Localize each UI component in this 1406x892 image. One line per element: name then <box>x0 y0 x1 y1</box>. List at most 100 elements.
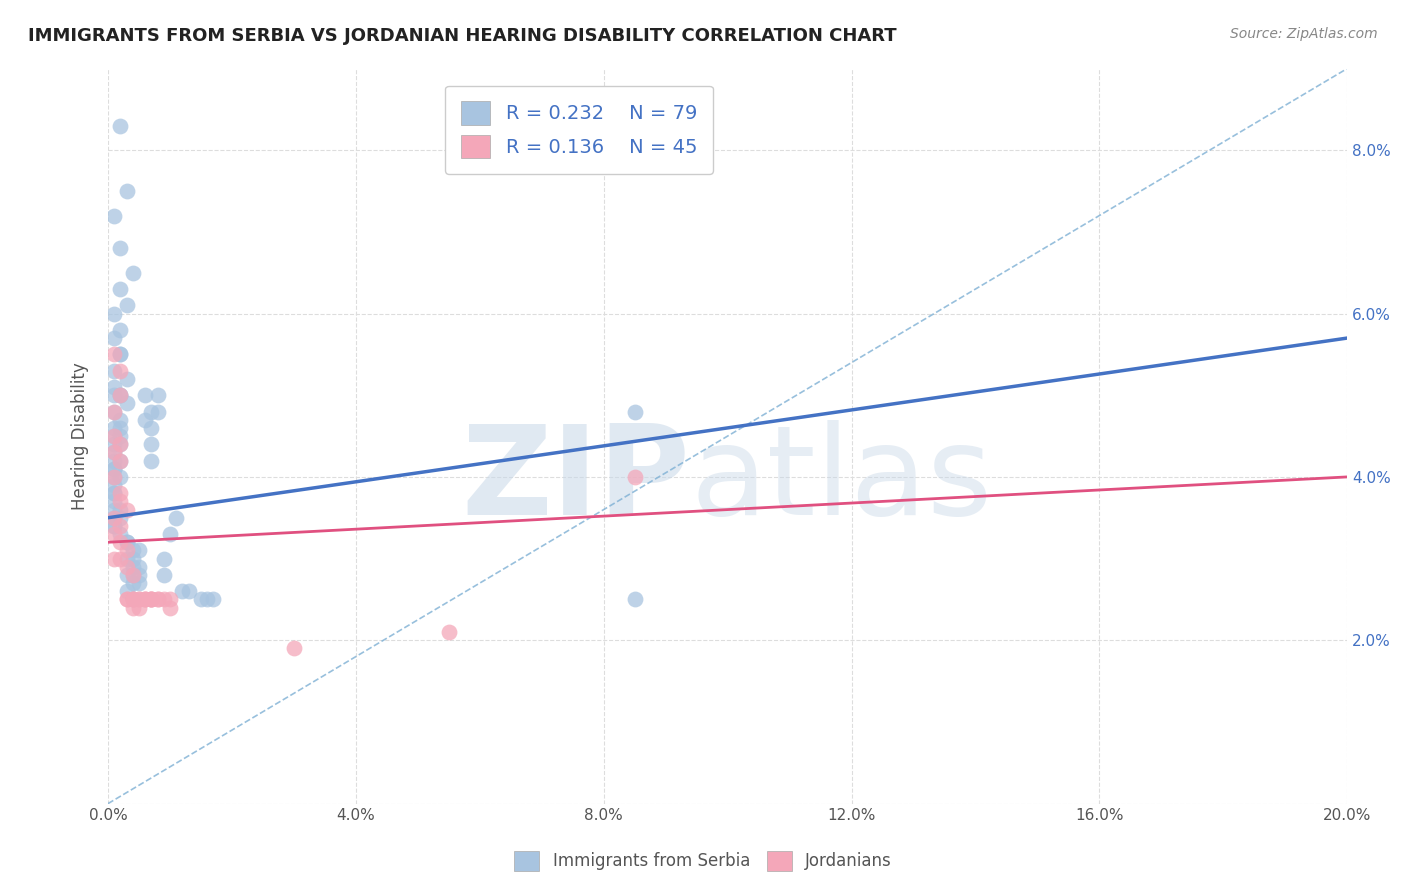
Point <box>115 298 138 312</box>
Point <box>115 372 138 386</box>
Point <box>128 568 150 582</box>
Point <box>103 478 125 492</box>
Text: ZIP: ZIP <box>461 419 690 541</box>
Point <box>103 527 125 541</box>
Point <box>146 592 169 607</box>
Point <box>103 429 125 443</box>
Point <box>110 494 132 508</box>
Point <box>103 445 125 459</box>
Point <box>110 241 132 255</box>
Point <box>172 584 194 599</box>
Point <box>177 584 200 599</box>
Point <box>103 453 125 467</box>
Point <box>623 404 645 418</box>
Point <box>103 388 125 402</box>
Point <box>110 453 132 467</box>
Point <box>103 461 125 475</box>
Point <box>623 470 645 484</box>
Point <box>115 184 138 198</box>
Point <box>110 347 132 361</box>
Point <box>134 592 156 607</box>
Point <box>202 592 225 607</box>
Point <box>121 568 143 582</box>
Point <box>110 470 132 484</box>
Point <box>134 592 156 607</box>
Point <box>103 510 125 524</box>
Point <box>159 592 181 607</box>
Point <box>115 559 138 574</box>
Point <box>110 535 132 549</box>
Point <box>128 600 150 615</box>
Point <box>141 404 163 418</box>
Point <box>159 527 181 541</box>
Point <box>134 388 156 402</box>
Point <box>141 421 163 435</box>
Point <box>128 559 150 574</box>
Point <box>110 437 132 451</box>
Legend: R = 0.232    N = 79, R = 0.136    N = 45: R = 0.232 N = 79, R = 0.136 N = 45 <box>446 86 713 174</box>
Point <box>115 396 138 410</box>
Point <box>141 592 163 607</box>
Point <box>115 568 138 582</box>
Point <box>110 527 132 541</box>
Point <box>110 510 132 524</box>
Point <box>121 576 143 591</box>
Point <box>141 437 163 451</box>
Point <box>115 584 138 599</box>
Point <box>128 576 150 591</box>
Point <box>134 413 156 427</box>
Point <box>141 453 163 467</box>
Point <box>115 592 138 607</box>
Point <box>141 592 163 607</box>
Point <box>103 404 125 418</box>
Point <box>110 388 132 402</box>
Point <box>195 592 218 607</box>
Point <box>103 502 125 516</box>
Point <box>121 600 143 615</box>
Point <box>103 470 125 484</box>
Point <box>103 461 125 475</box>
Point <box>103 519 125 533</box>
Point <box>152 551 174 566</box>
Point <box>103 347 125 361</box>
Point <box>115 592 138 607</box>
Point <box>128 543 150 558</box>
Point <box>110 119 132 133</box>
Text: atlas: atlas <box>690 419 993 541</box>
Point <box>103 429 125 443</box>
Point <box>115 535 138 549</box>
Point <box>146 388 169 402</box>
Point <box>121 551 143 566</box>
Y-axis label: Hearing Disability: Hearing Disability <box>72 362 89 510</box>
Legend: Immigrants from Serbia, Jordanians: Immigrants from Serbia, Jordanians <box>506 842 900 880</box>
Point <box>103 486 125 500</box>
Point <box>110 413 132 427</box>
Point <box>623 592 645 607</box>
Point <box>110 502 132 516</box>
Point <box>115 543 138 558</box>
Point <box>121 592 143 607</box>
Point <box>165 510 187 524</box>
Point <box>141 592 163 607</box>
Point <box>121 592 143 607</box>
Point <box>103 331 125 345</box>
Point <box>110 364 132 378</box>
Point <box>121 543 143 558</box>
Point <box>110 437 132 451</box>
Text: IMMIGRANTS FROM SERBIA VS JORDANIAN HEARING DISABILITY CORRELATION CHART: IMMIGRANTS FROM SERBIA VS JORDANIAN HEAR… <box>28 27 897 45</box>
Point <box>103 421 125 435</box>
Point <box>103 551 125 566</box>
Point <box>110 551 132 566</box>
Point <box>121 568 143 582</box>
Point <box>103 519 125 533</box>
Point <box>159 600 181 615</box>
Point <box>152 592 174 607</box>
Point <box>110 429 132 443</box>
Point <box>141 592 163 607</box>
Point <box>121 592 143 607</box>
Point <box>110 486 132 500</box>
Point <box>103 404 125 418</box>
Point <box>110 347 132 361</box>
Point <box>146 404 169 418</box>
Point <box>110 421 132 435</box>
